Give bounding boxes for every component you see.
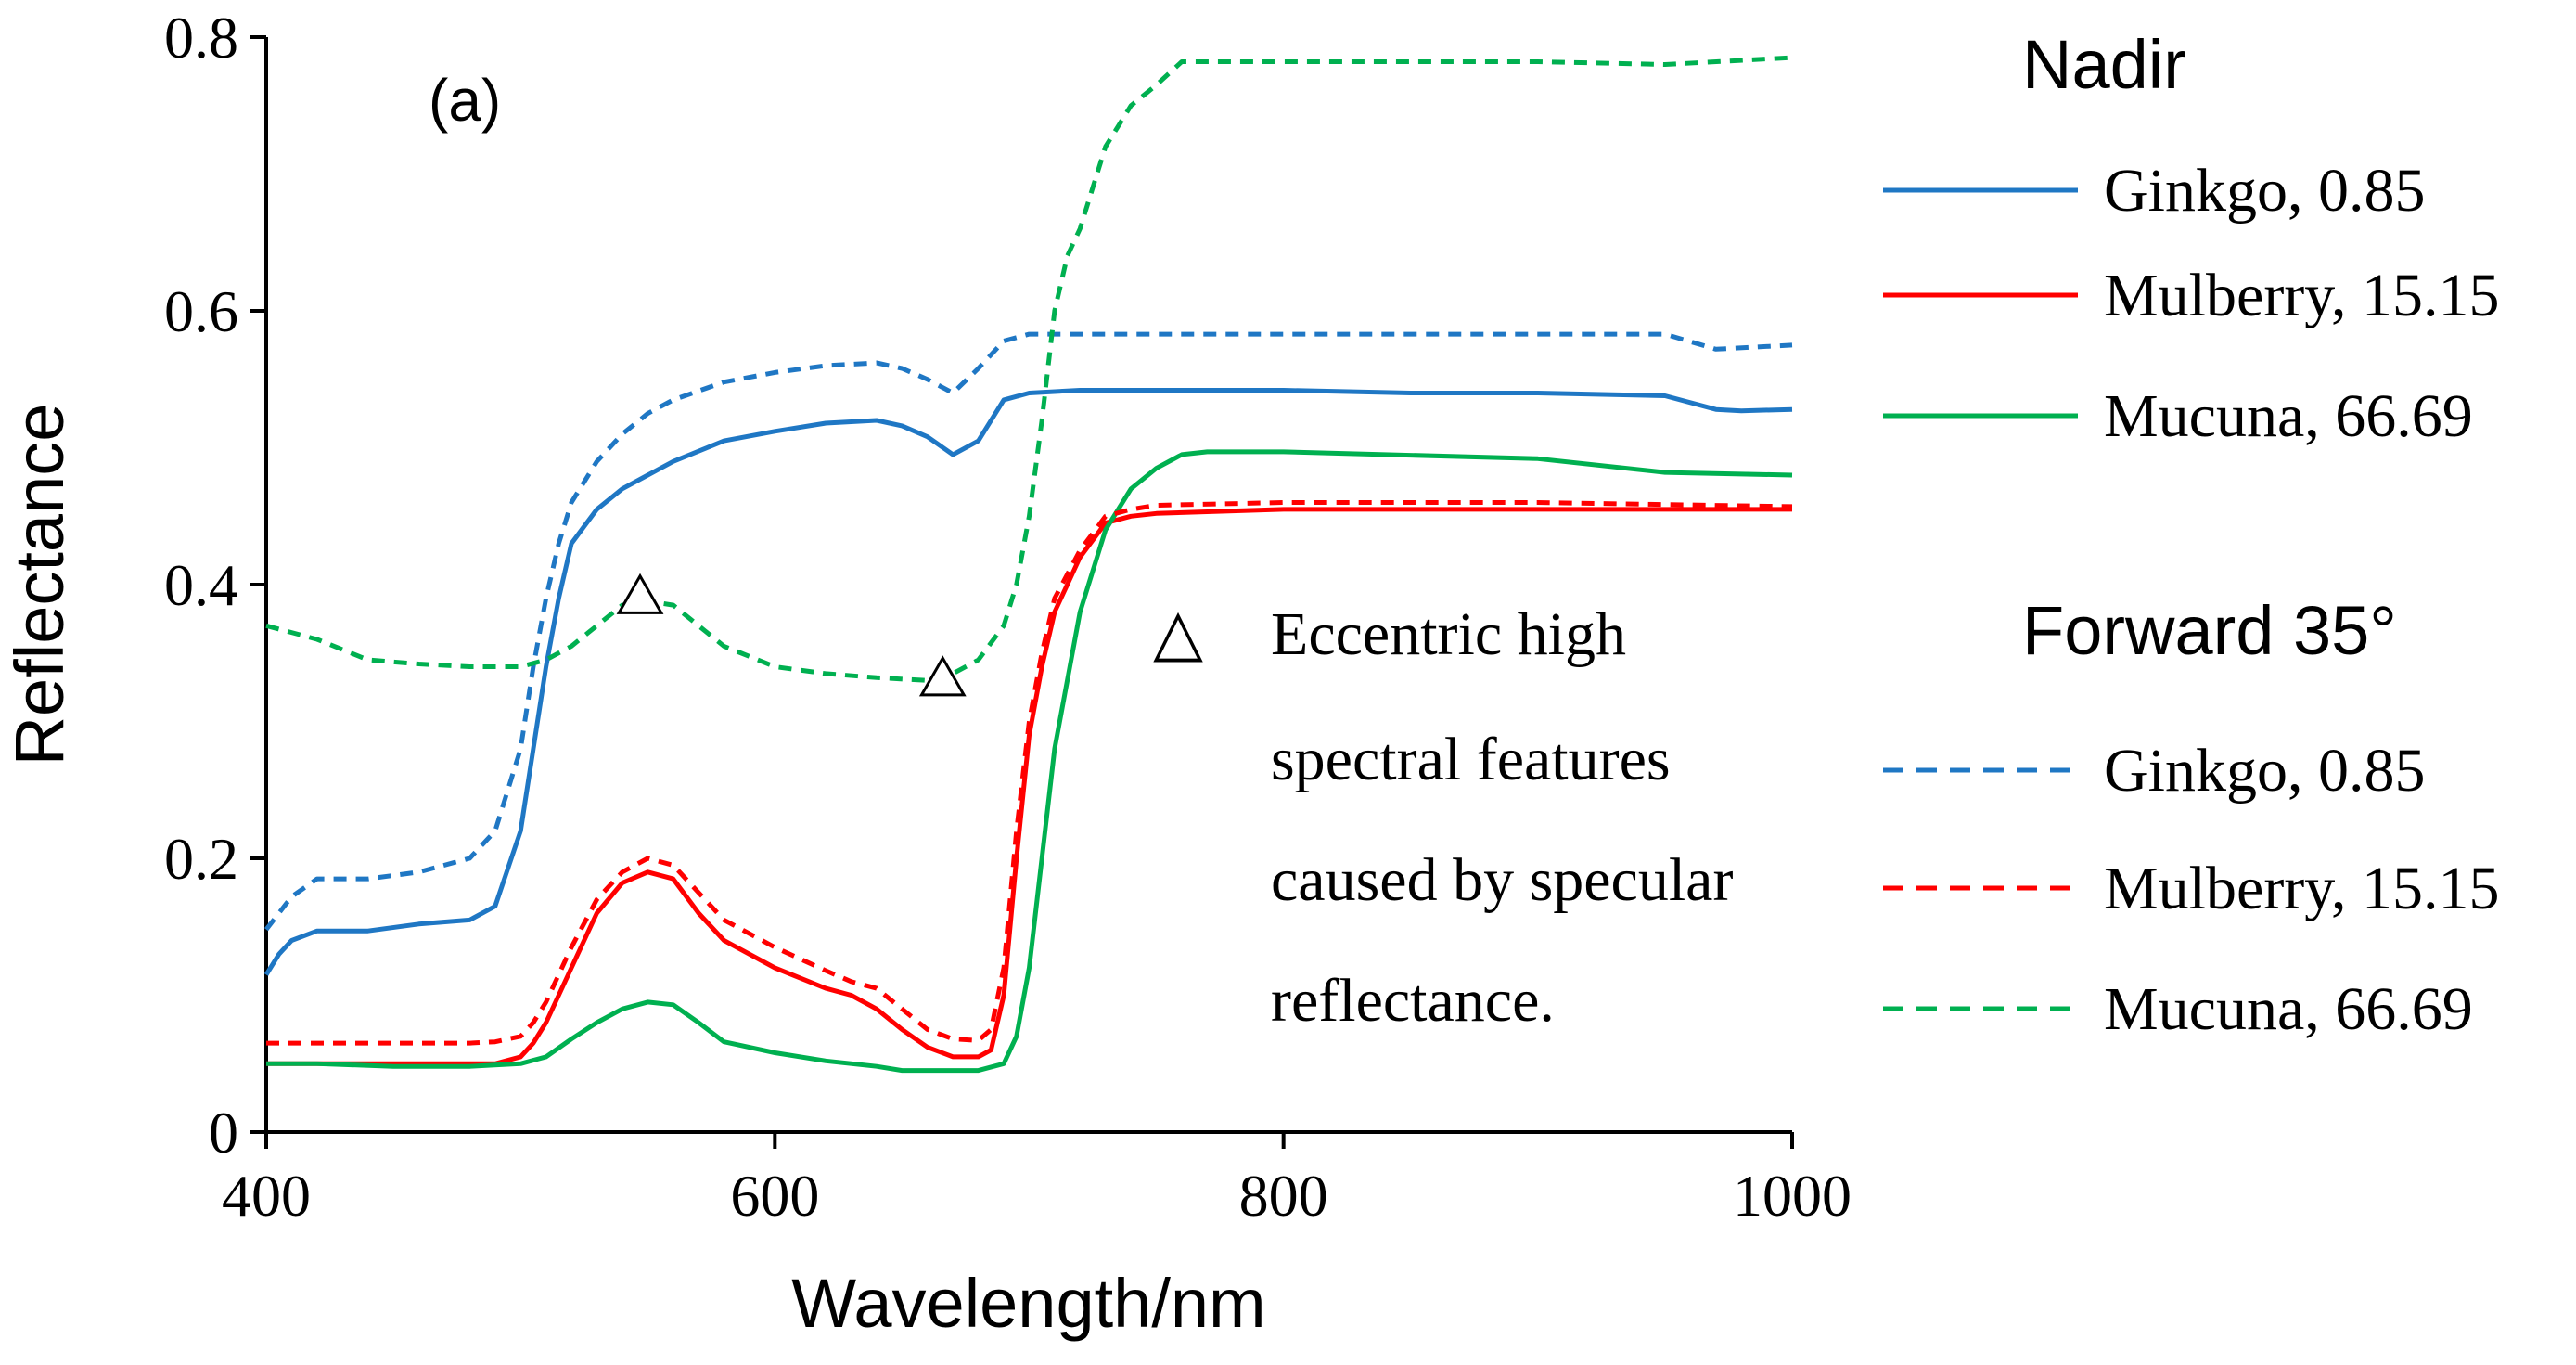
series-layer — [263, 55, 1793, 1074]
legend-label: Ginkgo, 0.85 — [2104, 157, 2426, 225]
legend: Nadir Forward 35° Ginkgo, 0.85 Mulberry, … — [1883, 26, 2500, 1043]
annotation: △ Eccentric high spectral features cause… — [1153, 598, 1733, 1035]
annotation-line-2: spectral features — [1271, 726, 1671, 793]
x-tick-label: 1000 — [1733, 1163, 1852, 1229]
legend-group-title-forward: Forward 35° — [2022, 592, 2397, 669]
legend-label: Mucuna, 66.69 — [2104, 975, 2473, 1043]
series-line-nadir-mulberry — [266, 507, 1792, 1066]
legend-label: Mucuna, 66.69 — [2104, 382, 2473, 450]
y-tick-label: 0.2 — [164, 826, 238, 892]
panel-label: (a) — [429, 67, 501, 134]
annotation-symbol: △ — [1153, 598, 1203, 669]
series-line-forward-ginkgo — [264, 331, 1793, 932]
series-line-nadir-mucuna — [266, 449, 1793, 1074]
y-axis-title: Reflectance — [1, 404, 78, 766]
triangle-marker — [616, 573, 664, 614]
x-tick-label: 600 — [730, 1163, 819, 1229]
y-tick-label: 0.6 — [164, 278, 238, 344]
triangle-marker — [918, 655, 967, 697]
y-tick-label: 0.8 — [164, 5, 238, 71]
x-tick-label: 400 — [222, 1163, 311, 1229]
legend-label: Mulberry, 15.15 — [2104, 262, 2500, 329]
axis-tick-labels: 400 600 800 1000 0 0.2 0.4 0.6 0.8 — [164, 5, 1852, 1229]
y-tick-label: 0.4 — [164, 552, 238, 618]
legend-label: Ginkgo, 0.85 — [2104, 737, 2426, 805]
series-line-nadir-ginkgo — [263, 388, 1793, 976]
axis-ticks — [250, 35, 1794, 1149]
annotation-line-3: caused by specular — [1271, 846, 1733, 914]
legend-items: Ginkgo, 0.85 Mulberry, 15.15 Mucuna, 66.69… — [1883, 157, 2500, 1043]
x-tick-label: 800 — [1239, 1163, 1328, 1229]
series-line-forward-mulberry — [266, 500, 1793, 1046]
annotation-line-4: reflectance. — [1271, 967, 1555, 1035]
annotation-line-1: Eccentric high — [1271, 600, 1626, 668]
x-axis-title: Wavelength/nm — [791, 1265, 1265, 1342]
series-line-forward-mucuna — [265, 55, 1793, 683]
legend-group-title-nadir: Nadir — [2022, 26, 2186, 103]
marker-layer — [616, 573, 967, 697]
legend-label: Mulberry, 15.15 — [2104, 855, 2500, 922]
y-tick-label: 0 — [209, 1100, 238, 1165]
